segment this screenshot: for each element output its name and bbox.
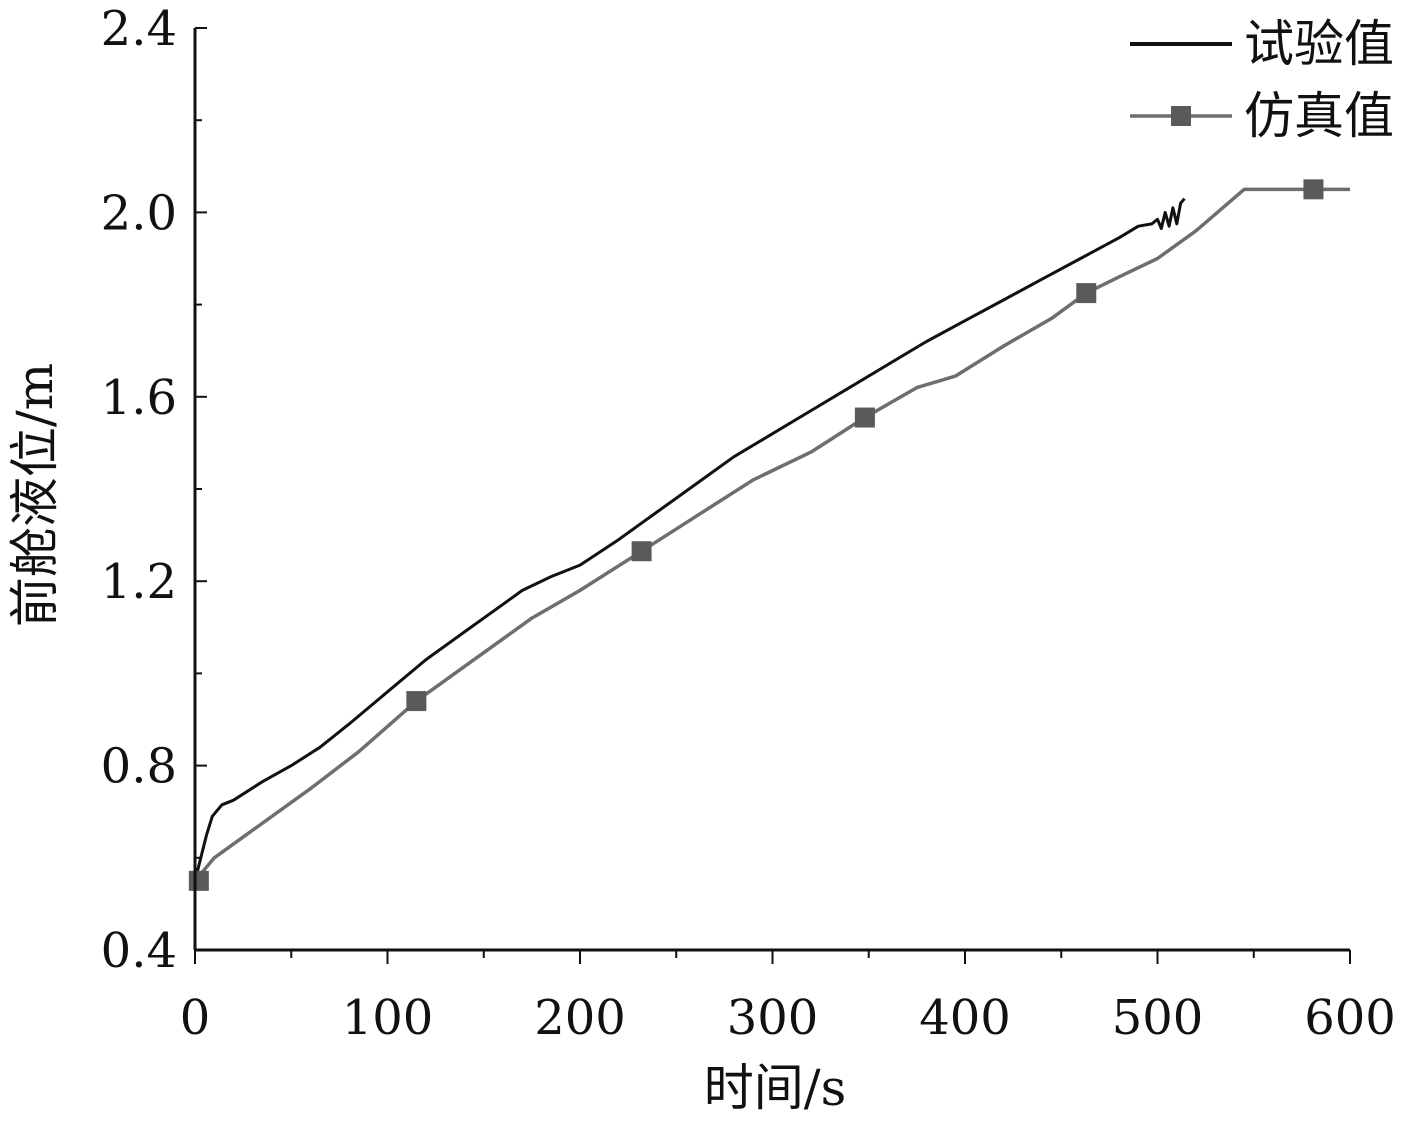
x-tick-label: 200 (534, 990, 626, 1046)
axes: 0.4 0.8 1.2 1.6 2.0 2.4 0 100 200 300 400 500 600 (101, 1, 1396, 1046)
y-axis-title: 前舱液位/m (6, 363, 64, 627)
x-tick-label: 600 (1304, 990, 1396, 1046)
series-marker (188, 870, 209, 891)
series-marker (854, 407, 875, 428)
series-marker (1303, 179, 1324, 200)
x-tick-label: 400 (919, 990, 1011, 1046)
y-tick-label: 2.0 (101, 185, 177, 241)
plot-area (188, 179, 1350, 891)
y-tick-label: 1.6 (101, 370, 177, 426)
y-tick-label: 0.4 (101, 923, 177, 979)
y-tick-label: 2.4 (101, 1, 177, 57)
x-tick-label: 500 (1112, 990, 1204, 1046)
series-marker (406, 691, 427, 712)
legend-label-2: 仿真值 (1244, 87, 1394, 145)
x-tick-label: 100 (342, 990, 434, 1046)
series-marker (631, 541, 652, 562)
x-tick-label: 0 (180, 990, 211, 1046)
x-tick-label: 300 (727, 990, 819, 1046)
series-marker (1076, 283, 1097, 304)
y-tick-label: 1.2 (101, 554, 177, 610)
legend-label-1: 试验值 (1244, 15, 1394, 73)
y-tick-label: 0.8 (101, 739, 177, 795)
legend-marker (1171, 106, 1191, 126)
x-axis-title: 时间/s (704, 1059, 847, 1117)
series-line-1 (193, 197, 1186, 882)
series-line-2 (193, 187, 1350, 883)
